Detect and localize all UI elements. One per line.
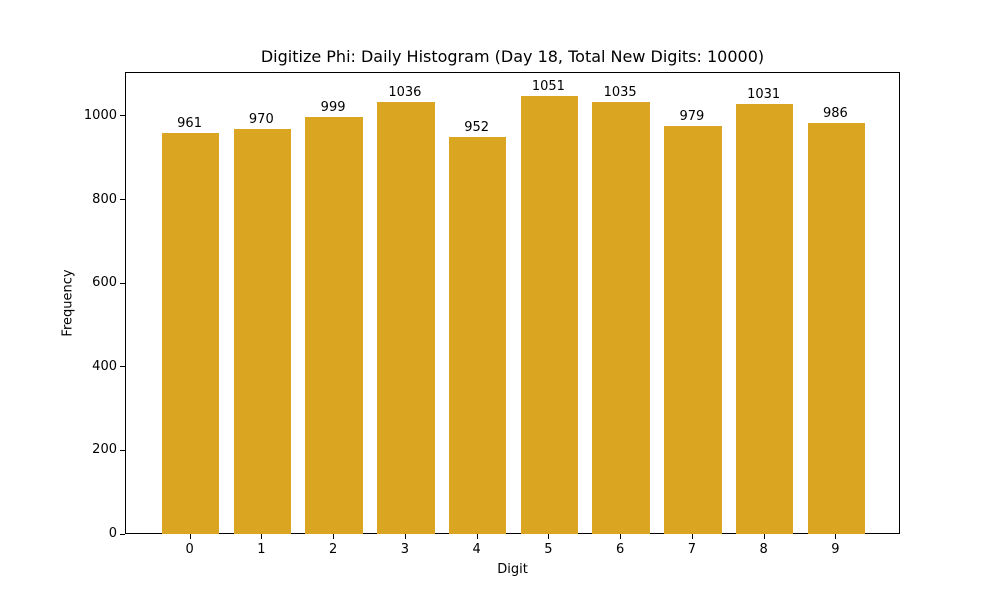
x-tick-label: 2: [328, 542, 338, 557]
bar-value-label: 1036: [388, 84, 422, 100]
y-tick: [120, 449, 125, 451]
bar-digit-5: [520, 95, 579, 534]
x-tick: [548, 534, 550, 539]
x-tick: [189, 534, 191, 539]
y-tick-label: 200: [92, 442, 117, 458]
y-tick: [120, 115, 125, 117]
bar-digit-0: [161, 133, 220, 534]
bar-value-label: 961: [177, 116, 202, 132]
chart-title: Digitize Phi: Daily Histogram (Day 18, T…: [260, 47, 765, 66]
bar-digit-4: [448, 136, 507, 534]
x-tick-label: 9: [831, 542, 840, 557]
bar-value-label: 999: [320, 100, 346, 116]
bar-value-label: 1051: [531, 78, 565, 94]
x-tick: [404, 534, 406, 539]
y-tick-label: 600: [92, 275, 117, 291]
x-tick: [763, 534, 765, 539]
x-tick: [261, 534, 263, 539]
y-tick-label: 1000: [83, 107, 117, 123]
bar-digit-7: [664, 125, 722, 534]
bar-value-label: 952: [464, 119, 490, 135]
x-tick-label: 4: [472, 542, 481, 557]
bar-digit-8: [735, 103, 794, 534]
y-tick: [120, 282, 125, 284]
x-tick: [476, 534, 478, 539]
bar-digit-1: [233, 129, 292, 534]
y-axis-label: Frequency: [60, 269, 76, 337]
plot-area: [125, 72, 900, 534]
x-axis-label: Digit: [497, 562, 528, 577]
x-tick-label: 7: [687, 542, 697, 557]
bar-value-label: 986: [822, 105, 848, 121]
bar-value-label: 1035: [603, 85, 637, 101]
x-tick: [333, 534, 335, 539]
x-tick-label: 0: [185, 542, 194, 557]
x-tick: [691, 534, 693, 539]
bar-value-label: 1031: [747, 86, 781, 102]
y-tick-label: 0: [108, 526, 117, 541]
y-tick: [120, 533, 125, 535]
x-tick-label: 6: [615, 542, 625, 557]
bar-digit-3: [377, 101, 435, 534]
x-tick: [620, 534, 622, 539]
y-tick: [120, 199, 125, 201]
bar-value-label: 970: [248, 112, 274, 128]
x-tick-label: 5: [544, 542, 553, 557]
y-tick: [120, 366, 125, 368]
x-tick-label: 1: [257, 542, 266, 557]
bar-value-label: 979: [679, 108, 705, 124]
x-tick-label: 8: [759, 542, 768, 557]
x-tick-label: 3: [400, 542, 409, 557]
bar-digit-2: [305, 117, 363, 534]
y-tick-label: 800: [92, 191, 117, 207]
bar-digit-6: [592, 102, 650, 534]
bar-digit-9: [807, 122, 866, 534]
y-tick-label: 400: [92, 358, 117, 374]
x-tick: [835, 534, 837, 539]
